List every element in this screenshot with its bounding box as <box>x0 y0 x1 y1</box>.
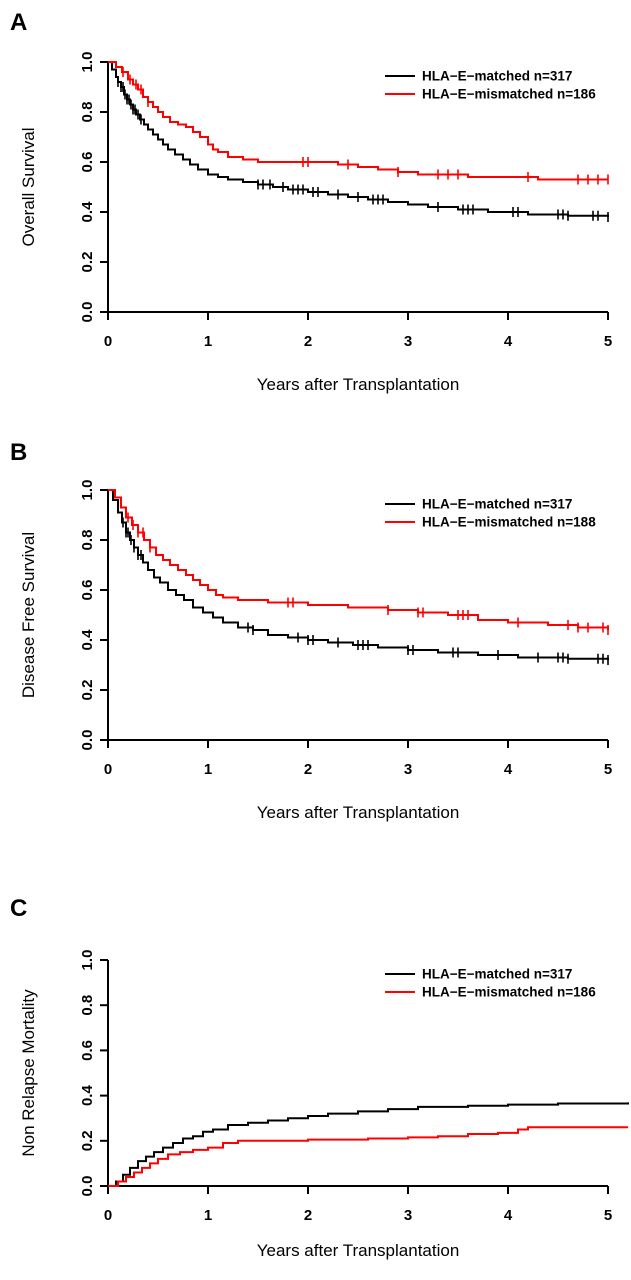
y-axis-tick-label: 0.0 <box>79 302 96 323</box>
x-axis-tick-label: 2 <box>304 761 312 778</box>
km-curve <box>108 61 609 217</box>
x-axis-tick-label: 5 <box>604 333 612 350</box>
y-axis-tick-label: 0.8 <box>79 530 96 551</box>
x-axis-tick-label: 2 <box>304 333 312 350</box>
y-axis-tick-label: 1.0 <box>79 950 96 971</box>
km-curve <box>108 1126 628 1187</box>
x-axis-tick-label: 0 <box>104 333 112 350</box>
x-axis-tick-label: 3 <box>404 761 412 778</box>
x-axis-tick-label: 2 <box>304 1207 312 1224</box>
y-axis-tick-label: 0.4 <box>79 1085 96 1107</box>
y-axis-tick-label: 0.8 <box>79 995 96 1016</box>
panel-disease-free-survival: B 0.0 0.2 0.4 0.6 0.8 1.0 0 1 2 3 4 5 Years after Tra… <box>0 426 631 852</box>
x-axis-title: Years after Transplantation <box>257 803 460 822</box>
x-axis-tick-label: 1 <box>204 761 212 778</box>
x-axis-tick-label: 0 <box>104 1207 112 1224</box>
overall-survival-chart: A 0.0 0.2 0.4 0.6 0.8 1.0 0 1 2 3 4 5 Years after Tra… <box>10 9 612 394</box>
legend-label: HLA−E−mismatched n=186 <box>422 87 596 102</box>
y-axis-title: Overall Survival <box>19 127 38 246</box>
y-axis-tick-label: 1.0 <box>79 480 96 501</box>
y-axis-tick-label: 1.0 <box>79 52 96 73</box>
x-axis-tick-label: 3 <box>404 1207 412 1224</box>
legend-label: HLA−E−mismatched n=188 <box>422 515 596 530</box>
y-axis-title: Non Relapse Mortality <box>19 989 38 1157</box>
x-axis-tick-label: 3 <box>404 333 412 350</box>
y-axis-tick-label: 0.6 <box>79 152 96 173</box>
x-axis-tick-label: 5 <box>604 761 612 778</box>
y-axis-tick-label: 0.2 <box>79 252 96 273</box>
y-axis-tick-label: 0.8 <box>79 102 96 123</box>
y-axis-title: Disease Free Survival <box>19 532 38 698</box>
y-axis-tick-label: 0.2 <box>79 1130 96 1151</box>
y-axis-tick-label: 0.6 <box>79 1040 96 1061</box>
panel-non-relapse-mortality: C 0.0 0.2 0.4 0.6 0.8 1.0 0 1 2 3 4 5 Years after Tra… <box>0 852 631 1280</box>
disease-free-survival-chart: B 0.0 0.2 0.4 0.6 0.8 1.0 0 1 2 3 4 5 Years after Tra… <box>10 439 612 822</box>
panel-label: C <box>10 895 27 922</box>
x-axis-title: Years after Transplantation <box>257 1241 460 1260</box>
y-axis-tick-label: 0.0 <box>79 730 96 751</box>
legend-label: HLA−E−matched n=317 <box>422 497 572 512</box>
y-axis-tick-label: 0.6 <box>79 580 96 601</box>
panel-label: B <box>10 439 27 466</box>
legend-label: HLA−E−mismatched n=186 <box>422 985 596 1000</box>
y-axis-tick-label: 0.4 <box>79 201 96 223</box>
x-axis-tick-label: 4 <box>504 1207 513 1224</box>
panel-overall-survival: A 0.0 0.2 0.4 0.6 0.8 1.0 0 1 2 3 4 5 Years after Tra… <box>0 0 631 426</box>
x-axis-tick-label: 5 <box>604 1207 612 1224</box>
legend-label: HLA−E−matched n=317 <box>422 967 572 982</box>
non-relapse-mortality-chart: C 0.0 0.2 0.4 0.6 0.8 1.0 0 1 2 3 4 5 Years after Tra… <box>10 895 629 1260</box>
km-curve <box>108 1102 629 1187</box>
x-axis-tick-label: 1 <box>204 333 212 350</box>
x-axis-tick-label: 0 <box>104 761 112 778</box>
km-curve <box>108 61 608 181</box>
x-axis-title: Years after Transplantation <box>257 375 460 394</box>
legend-label: HLA−E−matched n=317 <box>422 69 572 84</box>
y-axis-tick-label: 0.4 <box>79 629 96 651</box>
y-axis-tick-label: 0.2 <box>79 680 96 701</box>
y-axis-tick-label: 0.0 <box>79 1176 96 1197</box>
x-axis-tick-label: 4 <box>504 761 513 778</box>
x-axis-tick-label: 1 <box>204 1207 212 1224</box>
x-axis-tick-label: 4 <box>504 333 513 350</box>
panel-label: A <box>10 9 27 36</box>
